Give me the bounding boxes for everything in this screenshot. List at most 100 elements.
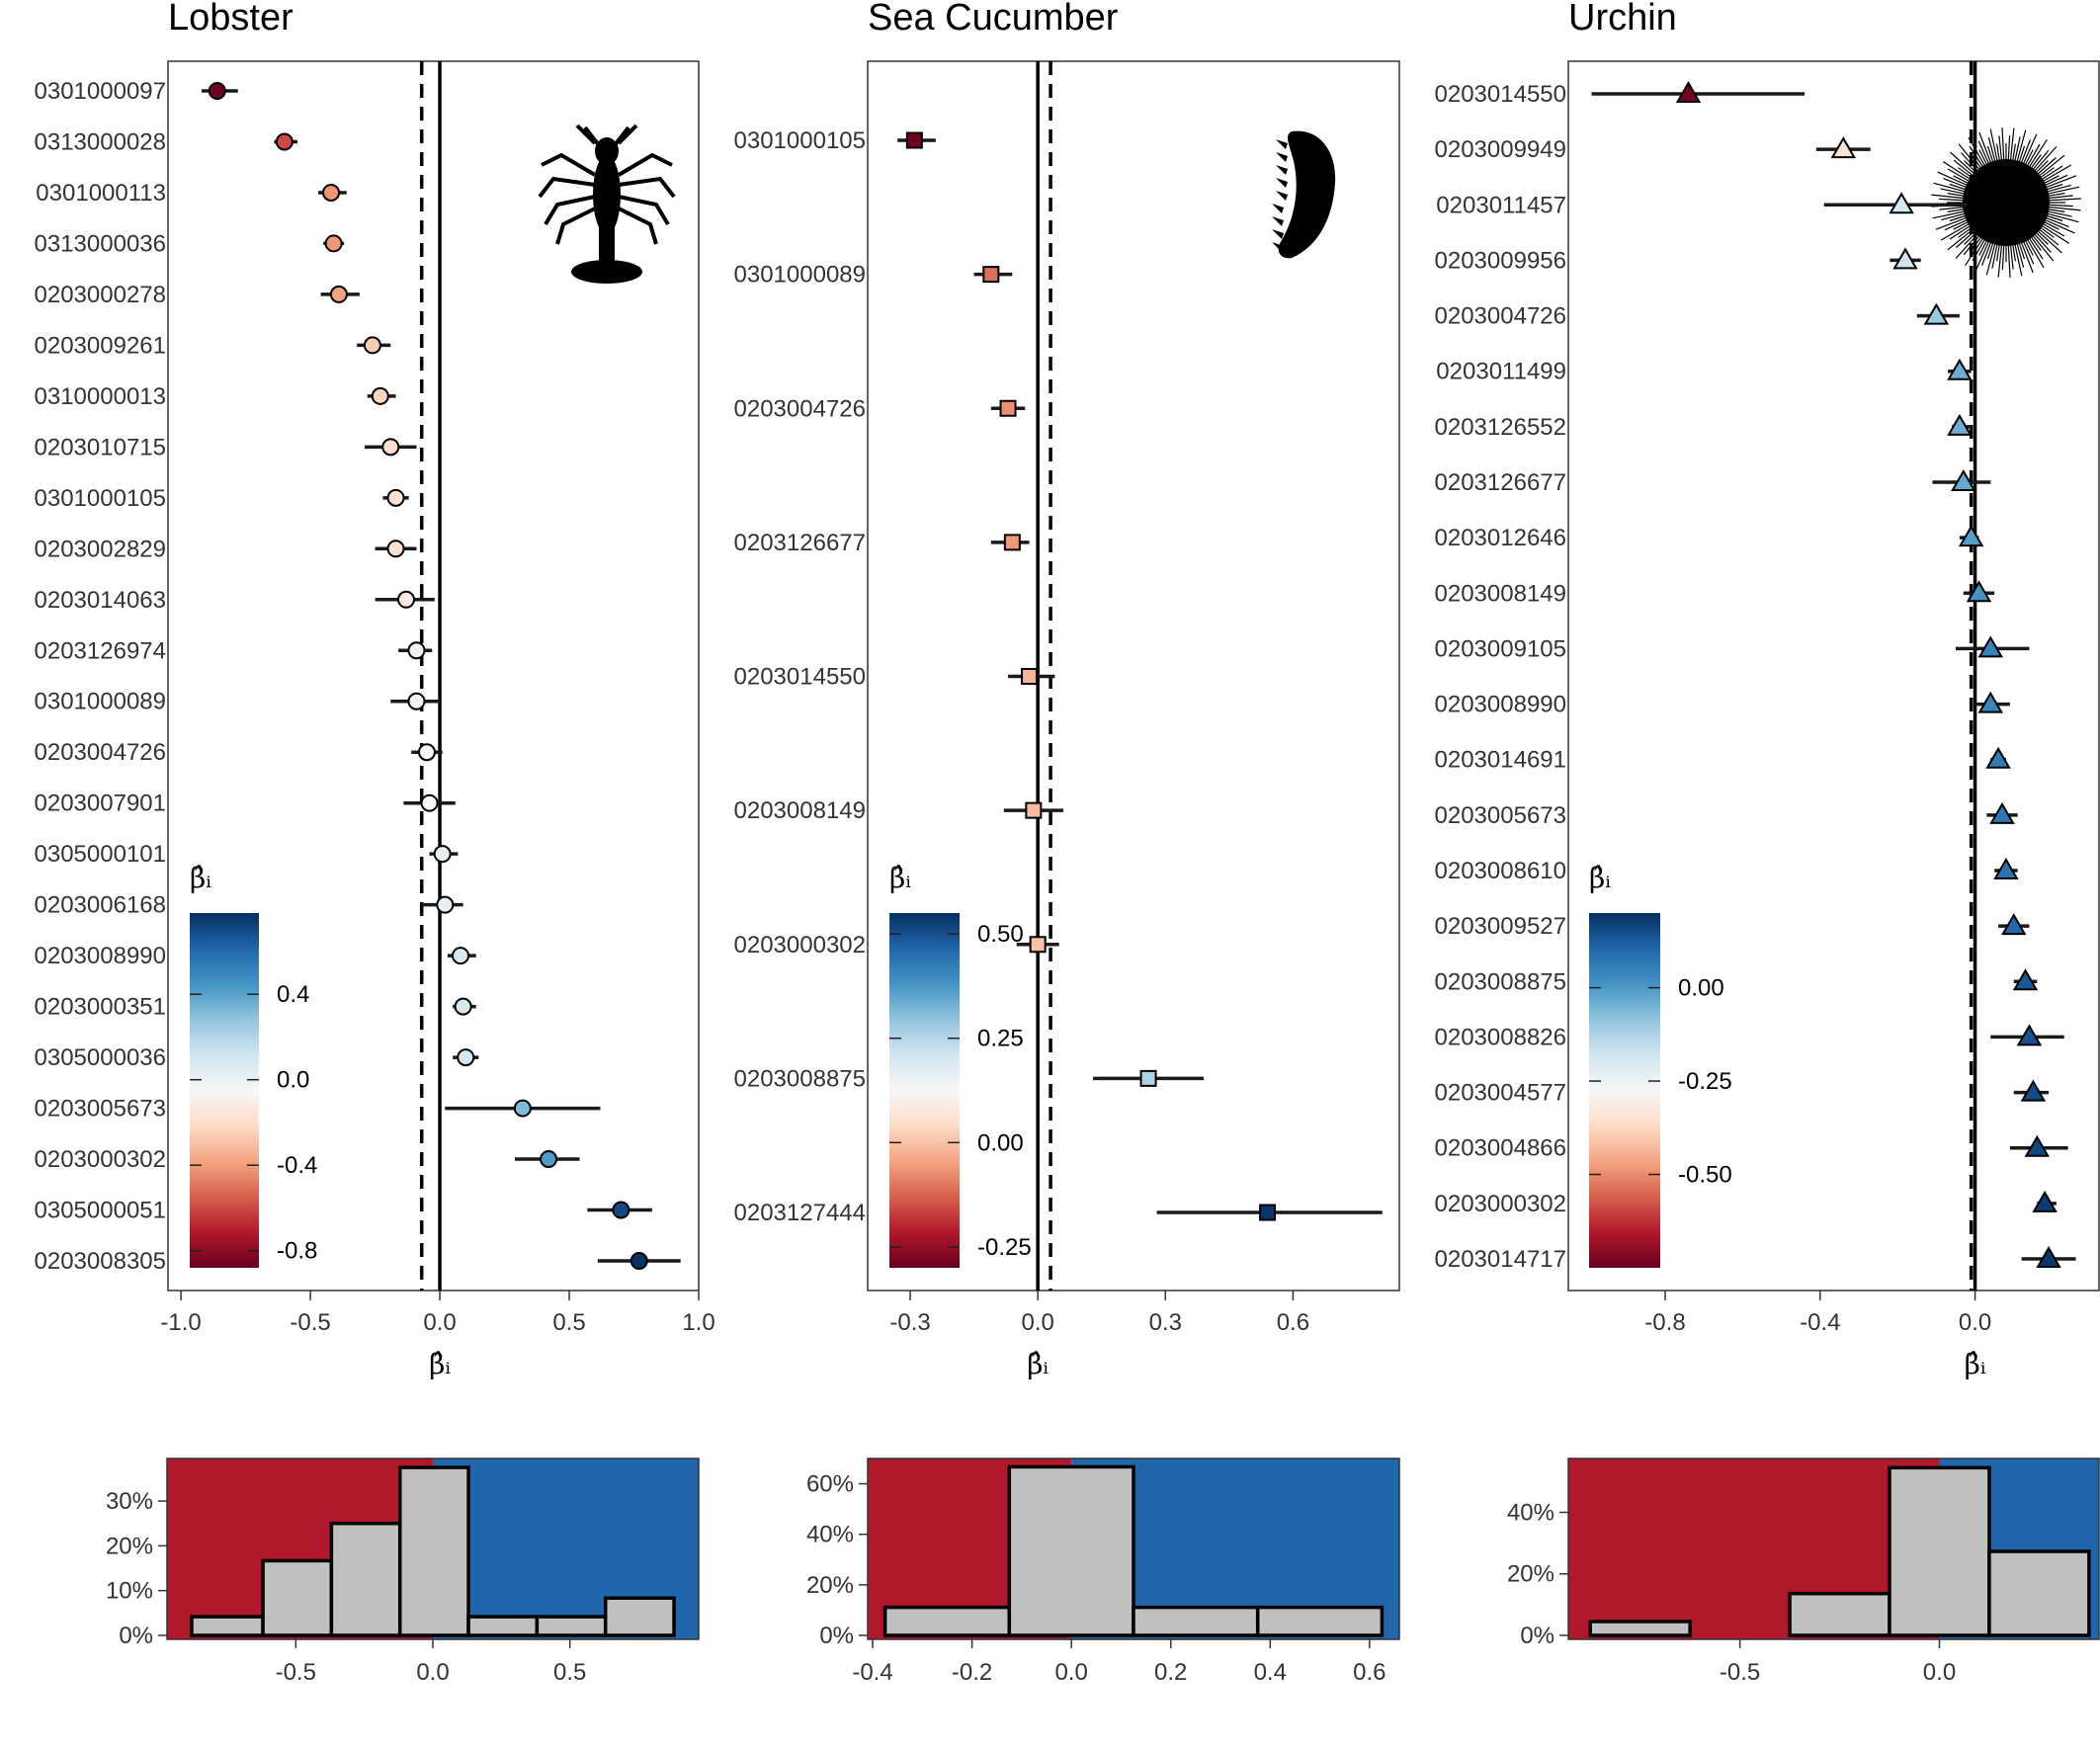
x-tick-label: -0.3 xyxy=(889,1309,930,1336)
y-tick-label: 0301000089 xyxy=(35,689,166,715)
point-marker xyxy=(275,132,294,151)
point-marker xyxy=(1989,801,2015,824)
point-marker xyxy=(2020,1079,2047,1102)
histogram-x-tick-label: 0.5 xyxy=(553,1659,586,1686)
point-marker xyxy=(407,692,426,710)
urchin-icon xyxy=(1931,127,2081,278)
sea-cucumber-spike xyxy=(1276,165,1288,175)
histogram-x-tick-label: -0.2 xyxy=(952,1659,992,1686)
point-marker xyxy=(1139,1069,1157,1087)
y-tick-label: 0203010715 xyxy=(35,434,166,460)
y-tick-label: 0203014691 xyxy=(1435,747,1566,774)
sea-cucumber-spike xyxy=(1272,242,1284,252)
histogram-x-tick-label: 0.0 xyxy=(1054,1659,1087,1686)
sea-cucumber-icon xyxy=(1272,130,1336,259)
x-axis-label: β̂ᵢ xyxy=(429,1348,451,1380)
histogram-bar xyxy=(329,1521,402,1637)
y-tick-label: 0203014550 xyxy=(734,664,866,691)
histogram-x-tick-label: -0.5 xyxy=(1720,1659,1760,1686)
legend-colorbar xyxy=(1589,913,1660,1268)
legend-title: β̂ᵢ xyxy=(889,862,911,894)
y-tick-label: 0313000036 xyxy=(35,230,166,257)
histogram-y-tick-label: 20% xyxy=(1507,1561,1554,1588)
histogram-x-tick-label: 0.0 xyxy=(1923,1659,1956,1686)
point-marker xyxy=(436,895,455,914)
histogram-frame xyxy=(1567,1458,2100,1640)
legend-tick-label: 0.0 xyxy=(277,1067,309,1094)
histogram-x-tick-label: 0.2 xyxy=(1154,1659,1187,1686)
y-tick-label: 0203005673 xyxy=(35,1096,166,1123)
point-marker xyxy=(1947,358,1973,380)
legend-tick-label: -0.4 xyxy=(277,1152,317,1179)
histogram-bar xyxy=(1888,1465,1991,1637)
y-tick-label: 0203009105 xyxy=(1435,635,1566,662)
point-marker xyxy=(381,438,400,457)
legend-tick-label: 0.25 xyxy=(977,1026,1024,1052)
histogram-y-tick-label: 40% xyxy=(806,1522,854,1548)
point-marker xyxy=(2036,1246,2061,1268)
y-tick-label: 0203008826 xyxy=(1435,1024,1566,1050)
x-axis-label: β̂ᵢ xyxy=(1027,1348,1049,1380)
y-tick-label: 0301000105 xyxy=(734,127,866,154)
histogram-bar xyxy=(1007,1464,1135,1637)
point-marker xyxy=(1958,525,1984,547)
x-tick-label: 0.6 xyxy=(1277,1309,1309,1336)
y-tick-label: 0203126677 xyxy=(734,530,866,556)
point-marker xyxy=(454,997,472,1016)
point-marker xyxy=(417,743,436,762)
histogram: 0% 10% 20% 30% -0.5 0.0 0.5 xyxy=(106,1458,700,1686)
point-marker xyxy=(1259,1204,1277,1221)
y-tick-label: 0203008305 xyxy=(35,1248,166,1275)
sea-cucumber-spike xyxy=(1272,204,1284,213)
panel-title: Urchin xyxy=(1568,0,1677,39)
histogram-x-tick-label: 0.6 xyxy=(1353,1659,1386,1686)
histogram-x-tick-label: -0.4 xyxy=(852,1659,892,1686)
histogram-y-tick-label: 40% xyxy=(1507,1499,1554,1526)
y-tick-label: 0203008610 xyxy=(1435,858,1566,884)
histogram-bar xyxy=(1132,1605,1260,1637)
histogram-bar xyxy=(882,1605,1012,1637)
y-tick-label: 0203008149 xyxy=(734,797,866,824)
histogram-bar xyxy=(466,1615,540,1637)
point-marker xyxy=(457,1048,475,1067)
histogram-bar xyxy=(190,1615,265,1637)
histogram-y-tick-label: 60% xyxy=(806,1471,854,1498)
point-marker xyxy=(1675,81,1702,103)
y-tick-label: 0203009527 xyxy=(1435,913,1566,940)
histogram-y-tick-label: 20% xyxy=(106,1533,153,1559)
point-marker xyxy=(371,386,389,405)
x-tick-label: 0.0 xyxy=(1021,1309,1053,1336)
point-marker xyxy=(433,845,452,864)
legend-tick-label: 0.00 xyxy=(977,1129,1024,1156)
histogram-y-tick-label: 10% xyxy=(106,1578,153,1605)
panel-plot-area xyxy=(897,61,1383,1291)
y-tick-label: 0203000302 xyxy=(35,1146,166,1173)
point-marker xyxy=(1966,580,1992,603)
point-marker xyxy=(982,266,1000,284)
point-marker xyxy=(1003,534,1021,551)
point-marker xyxy=(2016,1024,2043,1046)
lobster-body xyxy=(593,155,621,234)
point-marker xyxy=(1025,801,1043,819)
sea-cucumber-spike xyxy=(1276,152,1288,162)
histogram-y-tick-label: 0% xyxy=(119,1623,153,1649)
y-tick-label: 0203011457 xyxy=(1436,192,1566,218)
point-marker xyxy=(1985,746,2011,769)
panel-title: Sea Cucumber xyxy=(868,0,1119,39)
lobster-antennae xyxy=(575,124,638,147)
y-tick-label: 0203002829 xyxy=(35,536,166,562)
lobster-legs xyxy=(538,152,676,245)
y-tick-label: 0203012646 xyxy=(1435,525,1566,551)
y-tick-label: 0203005673 xyxy=(1435,802,1566,829)
y-tick-label: 0203009261 xyxy=(35,332,166,359)
histogram-x-tick-label: -0.5 xyxy=(276,1659,316,1686)
y-tick-label: 0203126974 xyxy=(35,637,166,664)
point-marker xyxy=(1977,635,2003,658)
legend-tick-label: -0.25 xyxy=(977,1234,1032,1261)
point-marker xyxy=(2012,968,2039,991)
histogram-y-tick-label: 0% xyxy=(819,1623,854,1649)
urchin-spines xyxy=(1931,127,2081,278)
legend-tick-label: -0.50 xyxy=(1678,1162,1732,1189)
panel-title: Lobster xyxy=(168,0,294,39)
x-tick-label: -0.8 xyxy=(1644,1309,1685,1336)
